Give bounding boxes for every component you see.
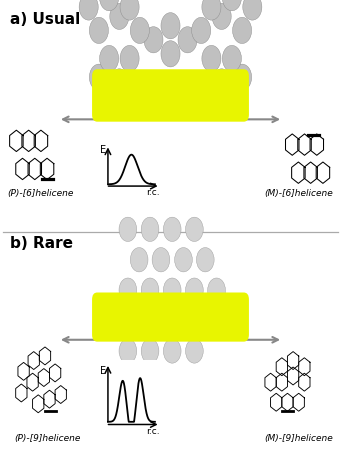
Circle shape — [141, 278, 159, 302]
Circle shape — [144, 27, 163, 53]
Circle shape — [110, 69, 129, 95]
Circle shape — [178, 27, 197, 53]
Circle shape — [186, 339, 203, 363]
Circle shape — [186, 278, 203, 302]
Circle shape — [202, 0, 221, 20]
Text: via saddle-shaped
intermediate: via saddle-shaped intermediate — [123, 306, 218, 328]
Circle shape — [212, 69, 231, 95]
Circle shape — [163, 217, 181, 241]
Circle shape — [119, 217, 137, 241]
Text: b) Rare: b) Rare — [10, 236, 73, 251]
Circle shape — [208, 278, 225, 302]
Circle shape — [175, 248, 192, 272]
Circle shape — [141, 339, 159, 363]
Circle shape — [100, 45, 119, 72]
Circle shape — [161, 41, 180, 67]
Circle shape — [196, 308, 214, 333]
Circle shape — [130, 308, 148, 333]
Circle shape — [120, 45, 139, 72]
Circle shape — [202, 45, 221, 72]
Circle shape — [222, 45, 241, 72]
Text: via saddle-shaped
transition state: via saddle-shaped transition state — [123, 84, 218, 107]
Circle shape — [79, 0, 98, 20]
Text: E: E — [100, 366, 106, 376]
Circle shape — [243, 0, 262, 20]
Circle shape — [89, 64, 108, 90]
Circle shape — [141, 217, 159, 241]
Text: a) Usual: a) Usual — [10, 12, 80, 27]
Text: (P)-[6]helicene: (P)-[6]helicene — [8, 189, 74, 197]
Text: E: E — [100, 145, 106, 155]
Circle shape — [130, 17, 149, 44]
Circle shape — [163, 278, 181, 302]
Circle shape — [130, 248, 148, 272]
Circle shape — [163, 339, 181, 363]
Text: (P)-[9]helicene: (P)-[9]helicene — [15, 434, 81, 443]
Circle shape — [152, 248, 170, 272]
Circle shape — [222, 0, 241, 11]
Circle shape — [175, 308, 192, 333]
Circle shape — [89, 17, 108, 44]
Circle shape — [233, 17, 252, 44]
Circle shape — [120, 0, 139, 20]
Circle shape — [192, 17, 211, 44]
Circle shape — [119, 278, 137, 302]
Text: r.c.: r.c. — [146, 427, 159, 436]
Text: r.c.: r.c. — [146, 188, 159, 197]
Text: (M)-[6]helicene: (M)-[6]helicene — [264, 189, 333, 197]
Circle shape — [186, 217, 203, 241]
Circle shape — [110, 3, 129, 29]
Circle shape — [196, 248, 214, 272]
Text: (M)-[9]helicene: (M)-[9]helicene — [264, 434, 333, 443]
FancyBboxPatch shape — [92, 69, 249, 122]
FancyBboxPatch shape — [92, 292, 249, 342]
Circle shape — [100, 0, 119, 11]
Circle shape — [152, 308, 170, 333]
Circle shape — [161, 13, 180, 39]
Circle shape — [212, 3, 231, 29]
Circle shape — [233, 64, 252, 90]
Circle shape — [119, 339, 137, 363]
